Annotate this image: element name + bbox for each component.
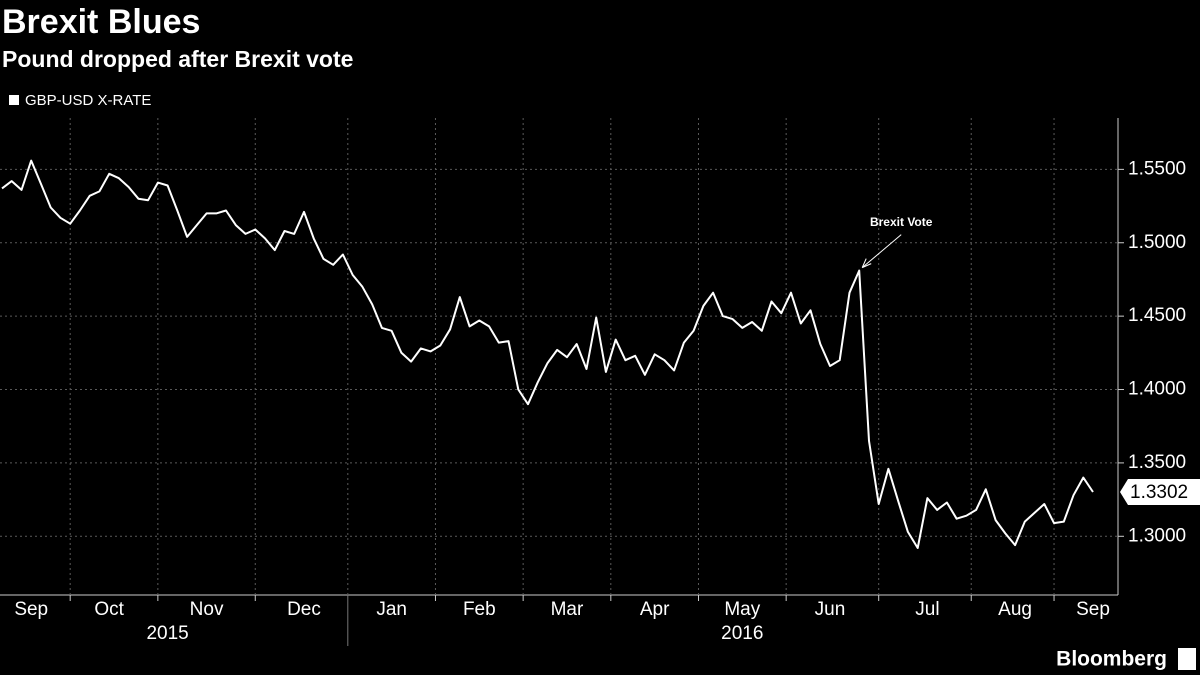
y-tick-label: 1.3000	[1128, 525, 1186, 546]
annotation-arrow	[861, 234, 902, 269]
logo-icon	[1178, 648, 1196, 670]
x-tick-label: May	[724, 599, 760, 620]
chart-subtitle: Pound dropped after Brexit vote	[2, 46, 353, 72]
y-tick-label: 1.5000	[1128, 232, 1186, 253]
x-tick-label: Sep	[14, 599, 48, 620]
year-label: 2016	[721, 623, 763, 644]
legend-label: GBP-USD X-RATE	[25, 92, 151, 109]
y-tick-label: 1.4500	[1128, 305, 1186, 326]
annotation: Brexit Vote	[870, 215, 933, 229]
x-tick-label: Sep	[1076, 599, 1110, 620]
x-tick-label: Jun	[815, 599, 846, 620]
x-tick-label: Jul	[915, 599, 939, 620]
line-series	[1, 159, 1094, 549]
x-tick-label: Oct	[94, 599, 124, 620]
year-label: 2015	[146, 623, 188, 644]
chart-title: Brexit Blues	[2, 3, 200, 41]
legend-swatch	[9, 95, 19, 105]
last-value-box	[1120, 478, 1200, 505]
x-tick-label: Feb	[463, 599, 496, 620]
annotation-arrowhead	[861, 258, 872, 269]
x-tick-label: Dec	[287, 599, 321, 620]
y-tick-label: 1.3500	[1128, 452, 1186, 473]
x-tick-label: Aug	[998, 599, 1032, 620]
x-tick-label: Jan	[376, 599, 407, 620]
source: Bloomberg	[1056, 648, 1167, 671]
last-value-label: 1.3302	[1130, 482, 1188, 503]
y-tick-label: 1.4000	[1128, 379, 1186, 400]
x-tick-label: Nov	[190, 599, 224, 620]
x-tick-label: Mar	[551, 599, 584, 620]
y-tick-label: 1.5500	[1128, 158, 1186, 179]
x-tick-label: Apr	[640, 599, 670, 620]
